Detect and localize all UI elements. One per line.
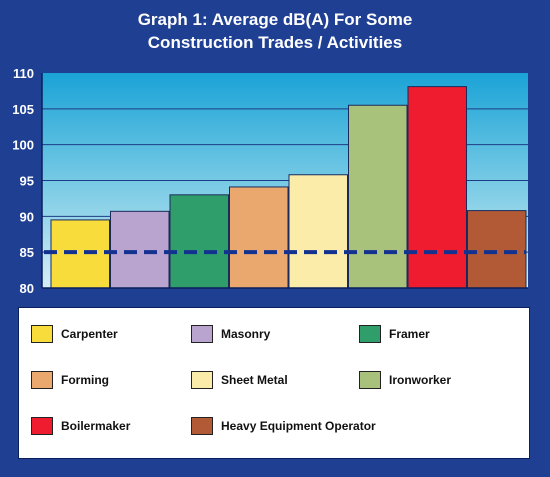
bar-sheet-metal (288, 174, 348, 289)
legend-label-carpenter: Carpenter (61, 327, 118, 341)
legend-label-masonry: Masonry (221, 327, 271, 341)
y-tick-label-110: 110 (13, 66, 34, 81)
y-tick-label-85: 85 (20, 245, 34, 260)
legend-label-ironworker: Ironworker (389, 373, 452, 387)
legend-swatch-masonry (191, 325, 213, 343)
legend-label-forming: Forming (61, 373, 109, 387)
chart-title-line-2: Construction Trades / Activities (147, 33, 403, 52)
legend-swatch-boilermaker (31, 417, 53, 435)
bar-forming (229, 186, 289, 289)
y-tick-label-95: 95 (20, 174, 34, 189)
legend-item-sheet-metal: Sheet Metal (191, 370, 288, 390)
legend-swatch-framer (359, 325, 381, 343)
legend-item-carpenter: Carpenter (31, 324, 118, 344)
legend-label-sheet-metal: Sheet Metal (221, 373, 288, 387)
legend-label-framer: Framer (389, 327, 430, 341)
bar-boilermaker (407, 86, 467, 289)
legend-item-heavy-equipment-operator: Heavy Equipment Operator (191, 416, 376, 436)
legend-label-heavy-equipment-operator: Heavy Equipment Operator (221, 419, 376, 433)
y-tick-label-105: 105 (12, 102, 34, 117)
chart-legend: Carpenter Masonry Framer Forming Sheet Metal… (18, 307, 530, 459)
y-tick-label-90: 90 (20, 209, 34, 224)
bar-heavy-equipment-operator (467, 210, 527, 289)
bar-ironworker (348, 104, 408, 289)
bar-chart: 80 85 90 95 100 105 110 (12, 66, 528, 296)
legend-item-boilermaker: Boilermaker (31, 416, 130, 436)
legend-swatch-carpenter (31, 325, 53, 343)
y-tick-label-100: 100 (12, 138, 34, 153)
legend-swatch-forming (31, 371, 53, 389)
bar-framer (169, 194, 229, 289)
legend-swatch-heavy-equipment-operator (191, 417, 213, 435)
legend-swatch-sheet-metal (191, 371, 213, 389)
legend-item-forming: Forming (31, 370, 109, 390)
chart-title: Graph 1: Average dB(A) For Some Construc… (0, 8, 550, 54)
legend-item-ironworker: Ironworker (359, 370, 451, 390)
bar-masonry (110, 210, 170, 289)
legend-label-boilermaker: Boilermaker (61, 419, 131, 433)
bar-carpenter (50, 219, 110, 289)
chart-title-line-1: Graph 1: Average dB(A) For Some (137, 10, 413, 29)
y-tick-label-80: 80 (20, 281, 34, 296)
legend-swatch-ironworker (359, 371, 381, 389)
legend-item-masonry: Masonry (191, 324, 270, 344)
legend-item-framer: Framer (359, 324, 430, 344)
